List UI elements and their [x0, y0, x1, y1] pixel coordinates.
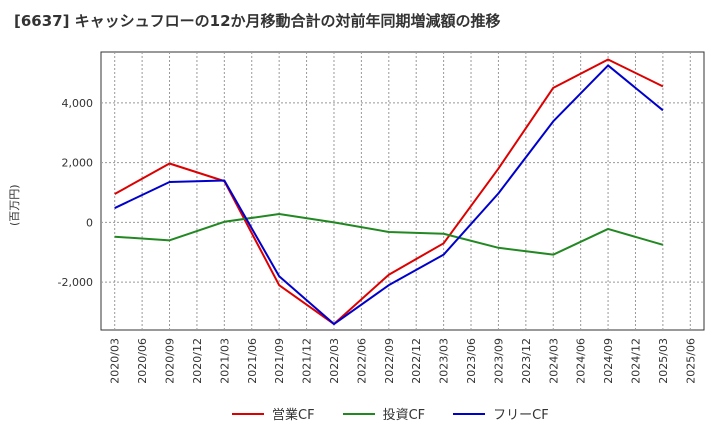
y-tick-label: 4,000 — [62, 97, 94, 110]
legend-item-operating: 営業CF — [232, 404, 315, 423]
x-tick-label: 2024/03 — [547, 338, 560, 384]
series-line-2 — [114, 64, 664, 326]
x-tick-label: 2020/09 — [164, 338, 177, 384]
x-tick-label: 2022/09 — [383, 338, 396, 384]
x-tick-label: 2021/03 — [218, 338, 231, 384]
legend-label-investing: 投資CF — [382, 408, 426, 423]
legend-label-free: フリーCF — [493, 408, 549, 423]
legend-item-investing: 投資CF — [342, 404, 426, 423]
series-line-0 — [114, 58, 664, 326]
x-tick-label: 2024/09 — [602, 338, 615, 384]
x-tick-label: 2020/03 — [109, 338, 122, 384]
x-tick-label: 2022/12 — [410, 338, 423, 384]
legend-swatch-operating — [232, 412, 264, 415]
x-tick-label: 2024/06 — [575, 338, 588, 384]
x-tick-label: 2021/12 — [301, 338, 314, 384]
x-tick-label: 2025/03 — [657, 338, 670, 384]
x-tick-label: 2022/06 — [355, 338, 368, 384]
y-tick-label: 2,000 — [62, 157, 94, 170]
y-tick-label: 0 — [86, 216, 93, 229]
x-tick-label: 2021/06 — [246, 338, 259, 384]
legend: 営業CF 投資CF フリーCF — [232, 404, 549, 423]
x-tick-label: 2025/06 — [684, 338, 697, 384]
x-tick-label: 2022/03 — [328, 338, 341, 384]
chart-title: [6637] キャッシュフローの12か月移動合計の対前年同期増減額の推移 — [14, 12, 501, 30]
x-tick-label: 2020/12 — [191, 338, 204, 384]
x-tick-label: 2023/12 — [520, 338, 533, 384]
x-tick-label: 2021/09 — [273, 338, 286, 384]
legend-item-free: フリーCF — [453, 404, 549, 423]
x-tick-label: 2020/06 — [136, 338, 149, 384]
series-line-1 — [114, 213, 664, 256]
x-tick-label: 2023/09 — [492, 338, 505, 384]
legend-label-operating: 営業CF — [272, 408, 315, 423]
legend-swatch-free — [453, 412, 486, 415]
y-tick-label: -2,000 — [58, 276, 93, 289]
x-tick-label: 2023/06 — [465, 338, 478, 384]
x-tick-label: 2023/03 — [438, 338, 451, 384]
x-tick-label: 2024/12 — [629, 338, 642, 384]
legend-swatch-investing — [342, 412, 375, 415]
plot-area — [100, 51, 705, 331]
